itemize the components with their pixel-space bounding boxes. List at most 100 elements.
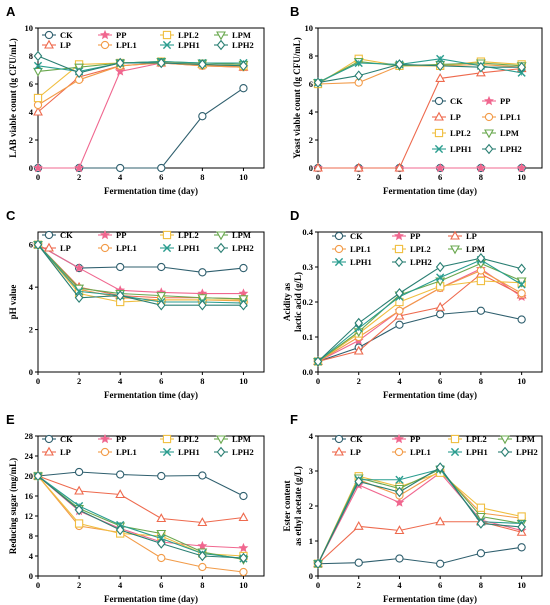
legend-marker [100, 40, 110, 50]
legend-item-lpm: LPM [214, 30, 251, 41]
chart-panel-C: C 0 2 4 6 8 10 0 2 4 6 Fermentation time (day) pH va… [6, 208, 265, 400]
data-point [74, 485, 85, 495]
x-tick-label: 8 [479, 580, 483, 590]
data-point [517, 543, 526, 552]
series-lph2 [33, 470, 248, 564]
legend-item-lpl2: LPL2 [160, 230, 199, 240]
legend-item-ck: CK [332, 231, 363, 241]
legend-item-ck: CK [42, 30, 73, 40]
y-tick-label: 8 [309, 51, 313, 61]
legend-label: LPH2 [232, 243, 254, 253]
y-tick-label: 3 [309, 466, 313, 476]
legend-label: PP [116, 30, 126, 40]
y-tick-label: 6 [309, 79, 313, 89]
x-tick-label: 2 [357, 580, 361, 590]
legend-label: LPL2 [410, 244, 431, 254]
data-point [33, 239, 43, 250]
series-line [38, 62, 244, 169]
x-axis-label: Fermentation time (day) [104, 390, 198, 400]
series-line [317, 268, 522, 362]
series-line [37, 475, 244, 559]
legend-label: LPH2 [232, 447, 254, 457]
legend-item-lpm: LPM [498, 434, 535, 445]
legend-marker [434, 128, 444, 138]
legend-marker [216, 446, 226, 458]
legend-marker [450, 245, 460, 255]
y-tick-label: 0 [29, 367, 33, 377]
data-point [198, 299, 207, 311]
legend-marker [162, 447, 172, 457]
series-lph2 [313, 252, 526, 367]
series-lph2 [33, 50, 248, 79]
legend-item-pp: PP [392, 230, 420, 241]
legend-marker [394, 230, 404, 241]
data-point [395, 306, 404, 315]
plot-frame [37, 27, 265, 169]
data-point [33, 106, 43, 116]
data-point [435, 462, 445, 473]
x-tick-label: 10 [239, 580, 248, 590]
y-tick-label: 6 [29, 79, 33, 89]
series-lph1 [313, 54, 526, 87]
data-point [395, 486, 404, 498]
legend-item-lp: LP [42, 446, 71, 457]
series-line [37, 244, 244, 295]
data-point [517, 315, 526, 324]
data-point [238, 512, 249, 522]
data-point [435, 301, 446, 311]
x-tick-label: 4 [118, 580, 123, 590]
legend-marker [162, 40, 172, 50]
series-line [37, 475, 244, 557]
y-tick-label: 1 [309, 536, 313, 546]
legend-label: CK [350, 434, 363, 444]
legend-item-lpl1: LPL1 [332, 244, 371, 254]
legend-marker [334, 231, 344, 241]
data-point [74, 162, 85, 173]
legend-item-lpl1: LPL1 [98, 243, 137, 253]
legend-marker [394, 433, 404, 444]
data-point [156, 513, 167, 523]
legend-item-lpl2: LPL2 [432, 128, 471, 138]
chart-panel-A: A 0 2 4 6 8 10 0 2 4 6 8 10 Fermentation time (day) LA… [6, 4, 265, 196]
series-line [37, 244, 244, 302]
x-tick-label: 10 [517, 172, 526, 182]
y-tick-label: 28 [25, 431, 34, 441]
legend-item-lph2: LPH2 [498, 446, 538, 458]
y-tick-label: 4 [29, 551, 34, 561]
y-axis-label: Ester contentas ethyl acetate (g/L) [282, 466, 303, 546]
x-tick-label: 4 [397, 172, 402, 182]
legend-item-lph2: LPH2 [214, 446, 254, 458]
x-axis-label: Fermentation time (day) [383, 390, 477, 400]
y-axis-label: LAB viable count (lg CFU/mL) [8, 38, 18, 158]
series-ck [33, 467, 248, 501]
data-point [353, 345, 364, 355]
legend-item-ck: CK [42, 230, 73, 240]
series-line [318, 68, 522, 169]
legend-item-lpl1: LPL1 [98, 40, 137, 50]
legend-label: LPL1 [500, 112, 521, 122]
series-ck [313, 543, 526, 568]
legend-marker [44, 434, 54, 444]
x-tick-label: 4 [397, 376, 402, 386]
x-tick-label: 0 [316, 580, 320, 590]
legend-item-ck: CK [42, 434, 73, 444]
panel-letter: C [6, 208, 16, 223]
plot-frame [37, 231, 265, 373]
y-tick-label: 8 [29, 51, 33, 61]
legend-item-lph2: LPH2 [392, 256, 432, 268]
data-point [239, 491, 248, 501]
legend-label: LPL1 [410, 447, 431, 457]
x-axis-label: Fermentation time (day) [383, 594, 477, 604]
legend: CK PP LPL2 LPM LP LPL1 LPH1 LPH2 [42, 229, 254, 254]
data-point [436, 310, 445, 319]
y-tick-label: 24 [25, 451, 34, 461]
data-point [435, 516, 446, 526]
data-point [198, 112, 207, 121]
y-tick-label: 0 [29, 163, 33, 173]
x-tick-label: 2 [357, 376, 361, 386]
legend-label: LPL2 [178, 434, 199, 444]
legend-item-lph1: LPH1 [448, 447, 488, 457]
x-tick-label: 6 [159, 172, 163, 182]
legend-marker [162, 230, 172, 240]
